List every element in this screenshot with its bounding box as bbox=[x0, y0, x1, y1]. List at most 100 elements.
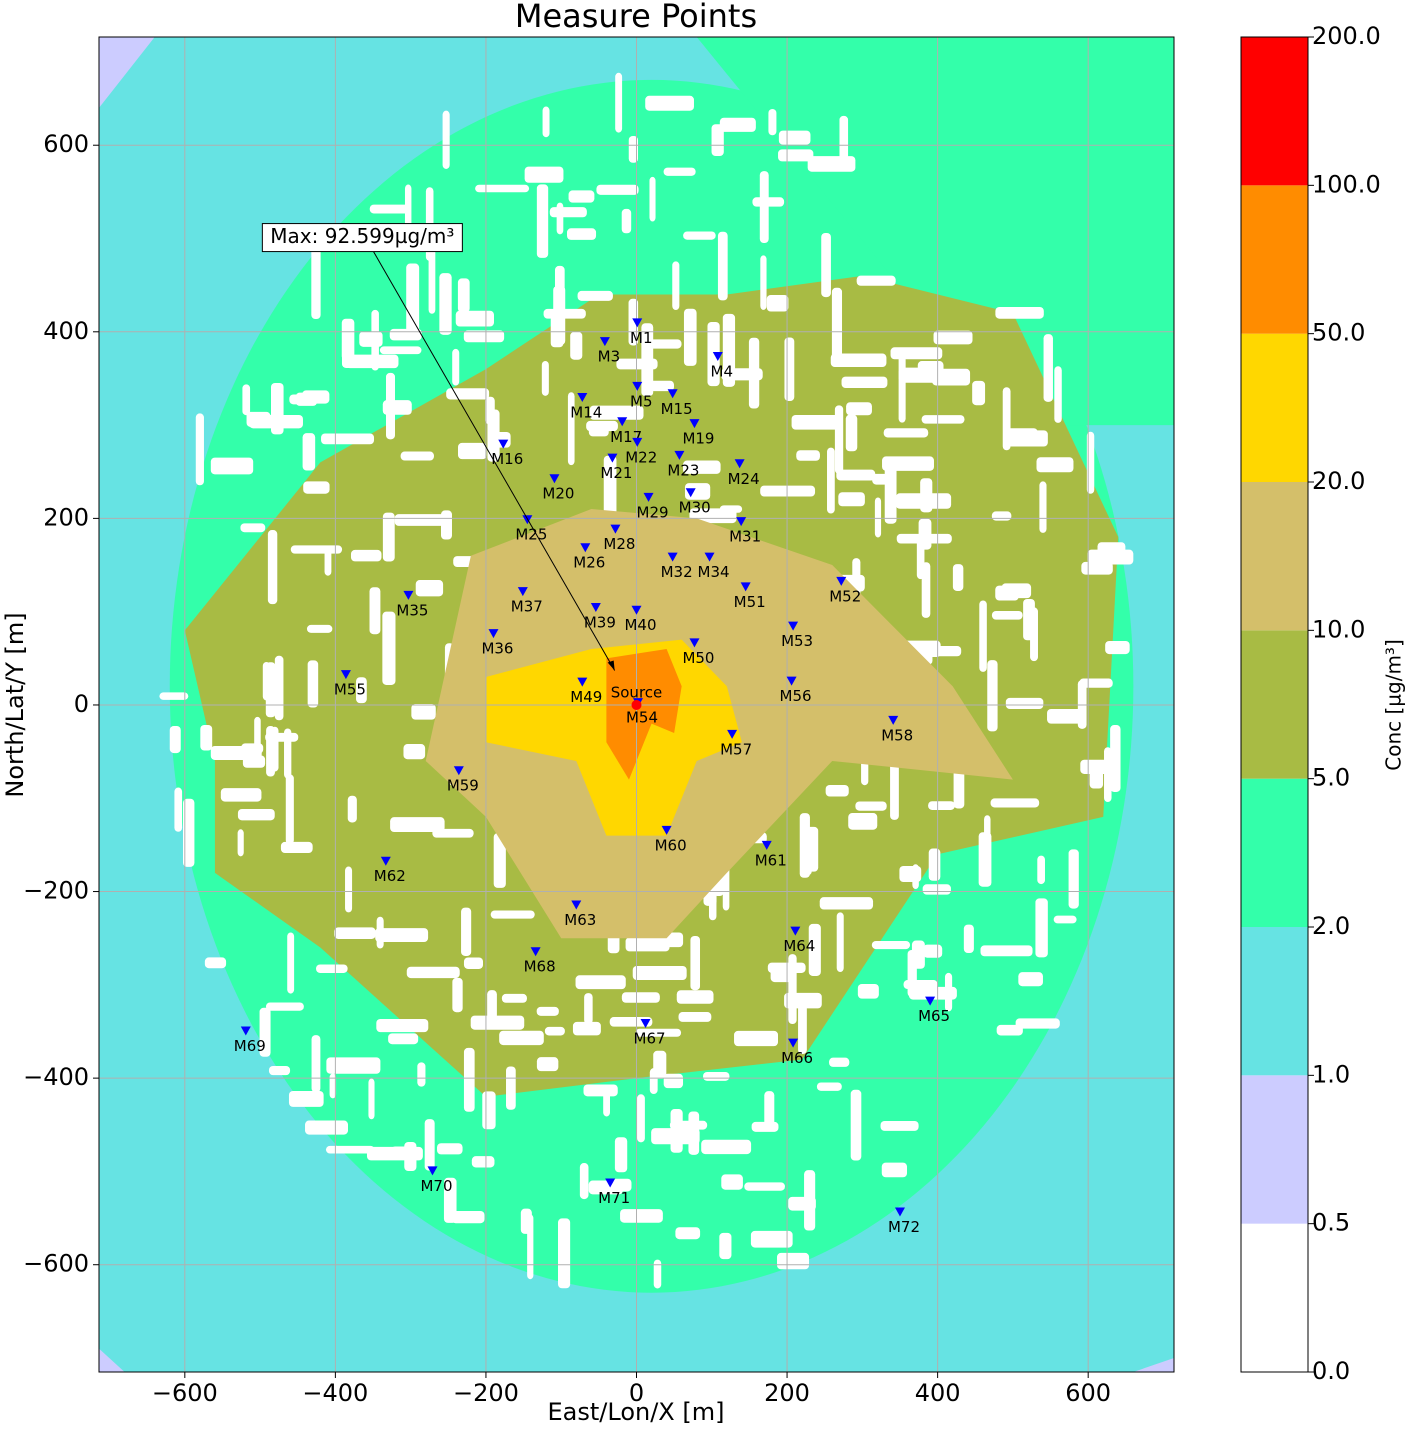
block bbox=[881, 1162, 908, 1178]
measure-point bbox=[689, 638, 700, 648]
measure-point bbox=[888, 715, 899, 725]
point-label: M56 bbox=[780, 687, 812, 705]
block bbox=[400, 451, 434, 461]
block bbox=[404, 1141, 417, 1172]
block bbox=[1037, 855, 1045, 885]
colorbar-label: Conc [µg/m³] bbox=[1382, 639, 1406, 771]
block bbox=[579, 1163, 589, 1200]
point-label: M34 bbox=[698, 563, 730, 581]
block bbox=[1047, 708, 1084, 724]
point-label: M70 bbox=[420, 1177, 452, 1195]
colorbar-tick-label: 50.0 bbox=[1312, 319, 1365, 347]
block bbox=[440, 510, 452, 540]
block bbox=[791, 414, 840, 430]
block bbox=[388, 1033, 419, 1045]
colorbar-band bbox=[1241, 927, 1308, 1076]
x-axis-label: East/Lon/X [m] bbox=[548, 1398, 725, 1426]
measure-point bbox=[790, 926, 801, 936]
block bbox=[642, 380, 675, 392]
block bbox=[210, 745, 262, 760]
block bbox=[475, 184, 530, 193]
point-label: M62 bbox=[374, 867, 406, 885]
block bbox=[764, 1091, 775, 1128]
block bbox=[570, 331, 583, 360]
y-tick-label: −400 bbox=[23, 1063, 89, 1091]
block bbox=[690, 935, 701, 991]
colorbar-band bbox=[1241, 482, 1308, 631]
block bbox=[443, 1177, 457, 1223]
block bbox=[798, 993, 807, 1055]
block bbox=[1035, 898, 1048, 958]
block bbox=[549, 207, 587, 218]
block bbox=[394, 514, 451, 526]
block bbox=[501, 993, 527, 1003]
block bbox=[485, 396, 495, 425]
arrow-head bbox=[607, 660, 615, 671]
point-label: M20 bbox=[542, 485, 574, 503]
block bbox=[911, 940, 925, 969]
block bbox=[359, 331, 383, 347]
block bbox=[688, 1111, 700, 1155]
measure-point bbox=[610, 524, 621, 534]
x-tick-label: 600 bbox=[1065, 1379, 1111, 1407]
measure-point bbox=[240, 1026, 251, 1036]
block bbox=[898, 355, 906, 423]
block bbox=[220, 788, 262, 802]
measure-point bbox=[689, 419, 700, 429]
block bbox=[872, 473, 897, 485]
source-marker bbox=[631, 699, 642, 710]
block bbox=[461, 907, 472, 956]
point-label: M50 bbox=[682, 649, 714, 667]
block bbox=[567, 392, 575, 466]
block bbox=[237, 809, 275, 821]
block bbox=[621, 208, 632, 234]
point-label: M53 bbox=[781, 632, 813, 650]
point-label: M69 bbox=[234, 1037, 266, 1055]
point-label: M5 bbox=[630, 392, 653, 410]
point-label: M72 bbox=[888, 1218, 920, 1236]
y-tick-label: −600 bbox=[23, 1250, 89, 1278]
block bbox=[347, 795, 357, 823]
point-label: M29 bbox=[637, 503, 669, 521]
block bbox=[857, 983, 879, 999]
block bbox=[628, 135, 639, 163]
block bbox=[683, 308, 697, 366]
measure-point bbox=[631, 605, 642, 615]
block bbox=[641, 339, 682, 349]
block bbox=[784, 992, 822, 1009]
block bbox=[972, 380, 986, 406]
block bbox=[290, 545, 343, 554]
block bbox=[369, 204, 411, 214]
y-tick-label: 400 bbox=[43, 317, 89, 345]
block bbox=[596, 184, 639, 195]
block bbox=[1006, 430, 1048, 447]
block bbox=[311, 245, 321, 320]
block bbox=[766, 294, 789, 312]
block bbox=[267, 530, 278, 605]
colorbar-frame bbox=[1240, 36, 1309, 1373]
block bbox=[721, 1174, 743, 1190]
block bbox=[874, 497, 882, 538]
block bbox=[554, 265, 565, 316]
block bbox=[159, 692, 189, 700]
point-label: M1 bbox=[630, 329, 653, 347]
block bbox=[721, 368, 763, 381]
point-label: M52 bbox=[829, 587, 861, 605]
block bbox=[701, 1139, 752, 1155]
block bbox=[382, 611, 396, 685]
measure-point bbox=[786, 676, 797, 686]
block bbox=[280, 841, 313, 854]
block bbox=[470, 1015, 525, 1030]
measure-point bbox=[667, 389, 678, 399]
x-tick-label: 400 bbox=[915, 1379, 961, 1407]
colorbar-tick-label: 100.0 bbox=[1312, 170, 1381, 198]
block bbox=[1081, 561, 1113, 575]
block bbox=[963, 924, 974, 954]
point-label: M57 bbox=[720, 740, 752, 758]
block bbox=[1005, 697, 1044, 710]
measure-point bbox=[453, 766, 464, 776]
block bbox=[586, 420, 618, 432]
block bbox=[759, 171, 769, 243]
colorbar-tick-label: 5.0 bbox=[1312, 764, 1350, 792]
block bbox=[831, 287, 843, 362]
